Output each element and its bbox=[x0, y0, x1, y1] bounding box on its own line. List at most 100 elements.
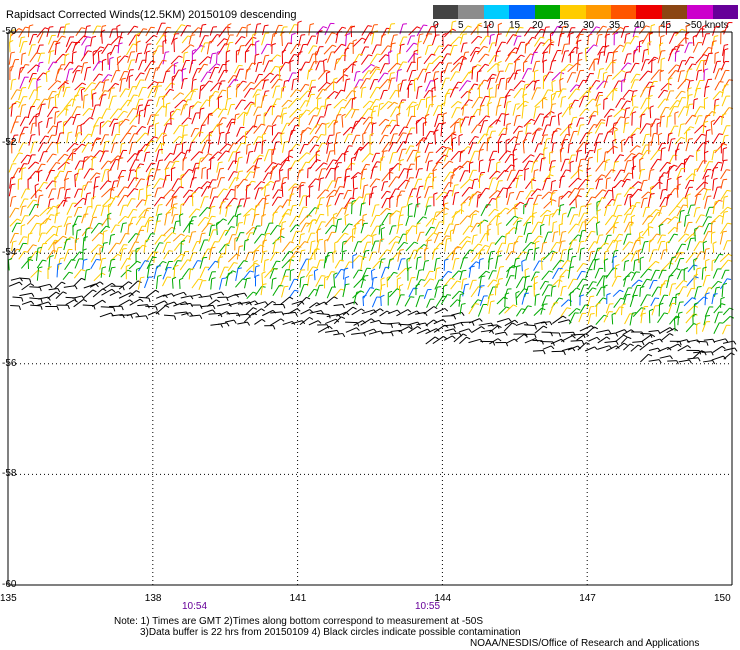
wind-barb bbox=[217, 131, 225, 145]
wind-barb-contaminated bbox=[639, 341, 654, 351]
wind-barb bbox=[316, 259, 324, 270]
wind-barb bbox=[227, 142, 238, 152]
wind-barb bbox=[542, 74, 548, 90]
wind-barb bbox=[350, 171, 362, 180]
wind-barb bbox=[694, 115, 703, 125]
wind-barb bbox=[397, 258, 406, 271]
wind-barb bbox=[117, 194, 129, 207]
wind-barb bbox=[306, 93, 315, 107]
wind-barb bbox=[684, 56, 694, 66]
wind-barb bbox=[396, 241, 408, 251]
wind-barb bbox=[648, 249, 658, 262]
wind-barb bbox=[171, 213, 179, 224]
wind-barb bbox=[567, 187, 579, 198]
wind-barb bbox=[127, 177, 139, 189]
wind-barb bbox=[478, 159, 484, 173]
wind-barb bbox=[128, 241, 139, 254]
wind-barb bbox=[371, 44, 381, 55]
wind-barb bbox=[631, 90, 638, 101]
wind-barb bbox=[116, 55, 129, 66]
wind-barb bbox=[533, 69, 539, 83]
wind-barb bbox=[604, 28, 613, 38]
wind-barb bbox=[100, 134, 109, 146]
wind-barb bbox=[252, 89, 262, 98]
wind-barb bbox=[568, 312, 579, 325]
wind-barb bbox=[201, 114, 213, 126]
wind-barb bbox=[109, 28, 117, 38]
wind-barb bbox=[623, 159, 632, 174]
wind-barb bbox=[668, 283, 677, 296]
wind-barb bbox=[579, 304, 590, 314]
wind-barb bbox=[677, 37, 689, 47]
legend-swatch bbox=[534, 5, 561, 19]
wind-barb bbox=[272, 180, 280, 191]
wind-barb bbox=[19, 116, 30, 127]
wind-barb bbox=[263, 258, 269, 272]
wind-barb-contaminated bbox=[504, 319, 519, 327]
wind-barb bbox=[350, 156, 356, 171]
wind-barb bbox=[234, 205, 242, 217]
wind-barb bbox=[74, 35, 88, 46]
wind-barb bbox=[344, 213, 349, 226]
wind-barb bbox=[560, 285, 567, 297]
wind-barb bbox=[317, 196, 325, 209]
wind-barb bbox=[119, 247, 127, 261]
wind-barb bbox=[353, 291, 361, 305]
wind-barb bbox=[658, 205, 667, 217]
wind-barb bbox=[91, 88, 96, 100]
wind-barb bbox=[315, 26, 328, 35]
wind-barb bbox=[576, 39, 582, 54]
wind-barb bbox=[585, 269, 593, 279]
wind-barb bbox=[460, 240, 471, 251]
wind-barb bbox=[297, 152, 311, 162]
wind-barb bbox=[504, 292, 510, 308]
wind-barb bbox=[694, 193, 702, 206]
wind-barb bbox=[289, 224, 300, 233]
wind-barb bbox=[477, 22, 482, 35]
wind-barb bbox=[478, 115, 491, 125]
wind-barb bbox=[630, 188, 643, 199]
wind-barb bbox=[595, 119, 606, 129]
wind-barb bbox=[218, 122, 223, 135]
wind-barb bbox=[685, 179, 694, 190]
wind-barb bbox=[659, 283, 666, 296]
wind-barb bbox=[326, 231, 336, 242]
wind-barb bbox=[315, 133, 326, 143]
wind-barb bbox=[127, 94, 138, 107]
wind-barb bbox=[408, 249, 418, 262]
wind-barb bbox=[54, 42, 61, 56]
wind-barb bbox=[154, 122, 160, 137]
wind-barb bbox=[585, 188, 595, 198]
wind-barb bbox=[28, 203, 40, 216]
wind-barb bbox=[667, 187, 679, 199]
wind-barb-contaminated bbox=[648, 330, 661, 335]
wind-barb bbox=[560, 138, 569, 153]
wind-barb bbox=[496, 242, 507, 254]
wind-barb bbox=[91, 156, 97, 171]
wind-barb bbox=[498, 127, 508, 137]
wind-barb bbox=[722, 195, 729, 209]
wind-barb bbox=[631, 165, 637, 179]
wind-barb bbox=[422, 260, 429, 271]
wind-barb bbox=[650, 122, 655, 137]
wind-barb bbox=[407, 266, 412, 281]
wind-barb bbox=[135, 178, 145, 188]
wind-barb bbox=[218, 229, 229, 242]
wind-barb bbox=[127, 169, 135, 182]
wind-barb bbox=[657, 50, 666, 64]
wind-barb bbox=[71, 106, 81, 117]
wind-barb bbox=[512, 103, 520, 116]
wind-barb bbox=[424, 186, 433, 199]
wind-barb bbox=[512, 143, 521, 153]
wind-barb bbox=[62, 120, 68, 135]
wind-barb bbox=[280, 176, 288, 189]
wind-barb bbox=[138, 59, 147, 71]
wind-barb-contaminated bbox=[10, 305, 21, 310]
wind-barb bbox=[416, 196, 422, 208]
wind-barb bbox=[173, 253, 186, 263]
wind-barb-contaminated bbox=[300, 309, 313, 315]
wind-barb bbox=[192, 45, 205, 55]
wind-barb bbox=[471, 234, 478, 245]
wind-barb bbox=[650, 297, 660, 307]
wind-barb bbox=[341, 250, 347, 262]
